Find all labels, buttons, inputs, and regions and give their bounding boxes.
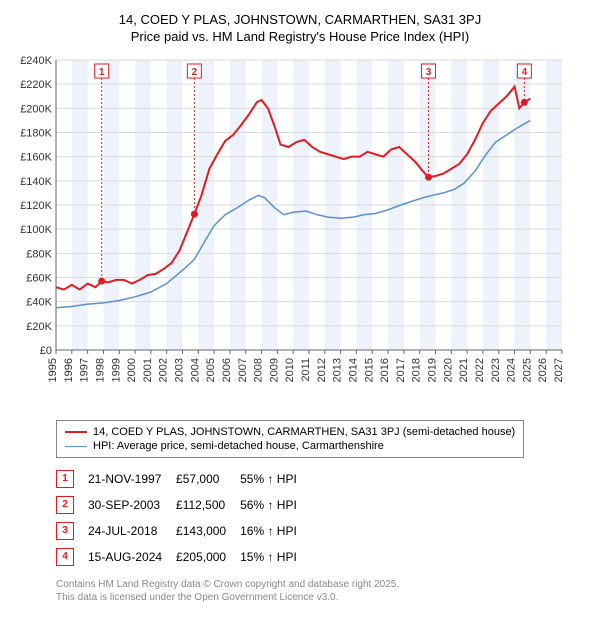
svg-text:2005: 2005 bbox=[205, 358, 217, 382]
event-pct: 56% ↑ HPI bbox=[240, 492, 311, 518]
svg-text:2023: 2023 bbox=[490, 358, 502, 382]
svg-text:£80K: £80K bbox=[26, 248, 52, 260]
legend-label: 14, COED Y PLAS, JOHNSTOWN, CARMARTHEN, … bbox=[93, 426, 515, 438]
svg-text:2004: 2004 bbox=[189, 358, 201, 382]
svg-text:£120K: £120K bbox=[20, 200, 52, 212]
svg-text:1995: 1995 bbox=[47, 358, 59, 382]
svg-text:2011: 2011 bbox=[300, 358, 312, 382]
svg-text:2000: 2000 bbox=[126, 358, 138, 382]
svg-text:3: 3 bbox=[426, 67, 432, 78]
event-row: 2 30-SEP-2003£112,50056% ↑ HPI bbox=[56, 492, 311, 518]
svg-text:2013: 2013 bbox=[332, 358, 344, 382]
svg-text:2007: 2007 bbox=[237, 358, 249, 382]
svg-text:2017: 2017 bbox=[395, 358, 407, 382]
legend-row: HPI: Average price, semi-detached house,… bbox=[65, 439, 515, 453]
events-table: 1 21-NOV-1997£57,00055% ↑ HPI 2 30-SEP-2003… bbox=[56, 466, 311, 570]
chart-title: 14, COED Y PLAS, JOHNSTOWN, CARMARTHEN, … bbox=[10, 12, 590, 44]
legend-row: 14, COED Y PLAS, JOHNSTOWN, CARMARTHEN, … bbox=[65, 425, 515, 439]
event-price: £112,500 bbox=[176, 492, 240, 518]
svg-text:1997: 1997 bbox=[79, 358, 91, 382]
svg-text:2021: 2021 bbox=[458, 358, 470, 382]
svg-text:2020: 2020 bbox=[442, 358, 454, 382]
svg-text:£240K: £240K bbox=[20, 55, 52, 67]
svg-text:£40K: £40K bbox=[26, 297, 52, 309]
svg-text:2024: 2024 bbox=[506, 358, 518, 382]
svg-text:2006: 2006 bbox=[221, 358, 233, 382]
event-date: 24-JUL-2018 bbox=[88, 518, 176, 544]
legend-label: HPI: Average price, semi-detached house,… bbox=[93, 440, 384, 452]
svg-text:2018: 2018 bbox=[411, 358, 423, 382]
svg-text:2022: 2022 bbox=[474, 358, 486, 382]
footer-line-1: Contains HM Land Registry data © Crown c… bbox=[56, 578, 590, 591]
svg-text:£100K: £100K bbox=[20, 224, 52, 236]
price-chart: £0 £20K £40K £60K £80K £100K £120K £140K £160K £1… bbox=[10, 52, 570, 412]
event-row: 3 24-JUL-2018£143,00016% ↑ HPI bbox=[56, 518, 311, 544]
svg-text:2019: 2019 bbox=[427, 358, 439, 382]
event-marker: 1 bbox=[56, 470, 74, 488]
svg-text:£20K: £20K bbox=[26, 321, 52, 333]
event-date: 15-AUG-2024 bbox=[88, 544, 176, 570]
svg-text:2: 2 bbox=[192, 67, 198, 78]
event-row: 4 15-AUG-2024£205,00015% ↑ HPI bbox=[56, 544, 311, 570]
svg-text:£220K: £220K bbox=[20, 79, 52, 91]
svg-text:2009: 2009 bbox=[268, 358, 280, 382]
svg-text:4: 4 bbox=[522, 67, 528, 78]
svg-text:£60K: £60K bbox=[26, 273, 52, 285]
svg-text:1996: 1996 bbox=[63, 358, 75, 382]
event-date: 21-NOV-1997 bbox=[88, 466, 176, 492]
svg-text:2003: 2003 bbox=[174, 358, 186, 382]
svg-text:£180K: £180K bbox=[20, 128, 52, 140]
event-pct: 15% ↑ HPI bbox=[240, 544, 311, 570]
svg-text:1999: 1999 bbox=[110, 358, 122, 382]
event-pct: 55% ↑ HPI bbox=[240, 466, 311, 492]
title-line-2: Price paid vs. HM Land Registry's House … bbox=[10, 29, 590, 44]
svg-text:£200K: £200K bbox=[20, 103, 52, 115]
svg-text:2027: 2027 bbox=[553, 358, 565, 382]
svg-text:£0: £0 bbox=[40, 345, 52, 357]
svg-text:2002: 2002 bbox=[158, 358, 170, 382]
svg-text:2008: 2008 bbox=[253, 358, 265, 382]
legend-swatch bbox=[65, 446, 87, 447]
svg-text:2016: 2016 bbox=[379, 358, 391, 382]
svg-text:£160K: £160K bbox=[20, 152, 52, 164]
event-price: £205,000 bbox=[176, 544, 240, 570]
event-row: 1 21-NOV-1997£57,00055% ↑ HPI bbox=[56, 466, 311, 492]
legend-swatch bbox=[65, 431, 87, 433]
svg-text:2025: 2025 bbox=[521, 358, 533, 382]
svg-text:£140K: £140K bbox=[20, 176, 52, 188]
svg-text:1: 1 bbox=[99, 67, 105, 78]
legend: 14, COED Y PLAS, JOHNSTOWN, CARMARTHEN, … bbox=[56, 420, 524, 458]
svg-text:2014: 2014 bbox=[347, 358, 359, 382]
event-price: £143,000 bbox=[176, 518, 240, 544]
event-price: £57,000 bbox=[176, 466, 240, 492]
svg-text:2010: 2010 bbox=[284, 358, 296, 382]
event-marker: 3 bbox=[56, 522, 74, 540]
svg-text:1998: 1998 bbox=[94, 358, 106, 382]
event-date: 30-SEP-2003 bbox=[88, 492, 176, 518]
svg-text:2001: 2001 bbox=[142, 358, 154, 382]
svg-text:2015: 2015 bbox=[363, 358, 375, 382]
footer-attribution: Contains HM Land Registry data © Crown c… bbox=[56, 578, 590, 604]
event-marker: 4 bbox=[56, 548, 74, 566]
event-pct: 16% ↑ HPI bbox=[240, 518, 311, 544]
footer-line-2: This data is licensed under the Open Gov… bbox=[56, 591, 590, 604]
svg-text:2026: 2026 bbox=[537, 358, 549, 382]
title-line-1: 14, COED Y PLAS, JOHNSTOWN, CARMARTHEN, … bbox=[10, 12, 590, 27]
svg-text:2012: 2012 bbox=[316, 358, 328, 382]
event-marker: 2 bbox=[56, 496, 74, 514]
